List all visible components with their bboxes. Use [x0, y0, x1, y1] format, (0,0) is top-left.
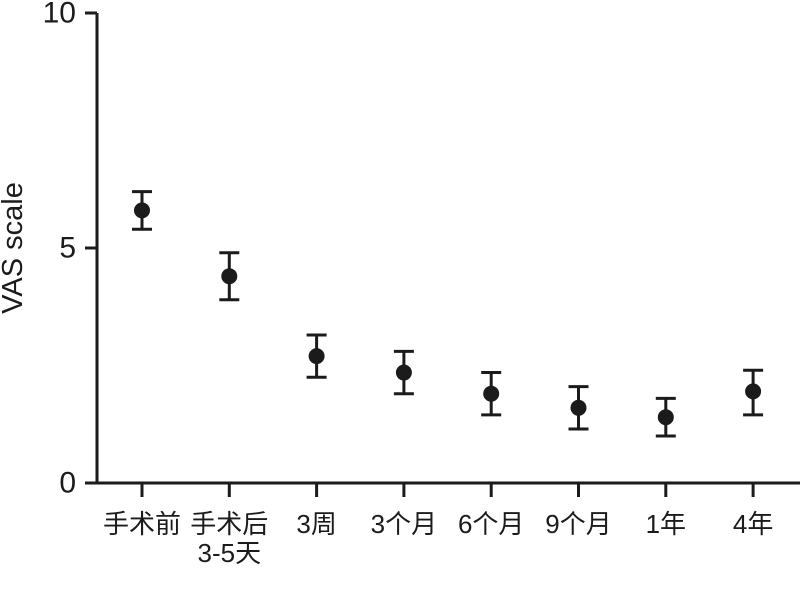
- error-bar-point: [306, 333, 327, 379]
- x-tick-label: 4年: [733, 509, 773, 539]
- y-tick-label: 10: [43, 0, 76, 30]
- data-point: [134, 202, 150, 219]
- data-point: [483, 385, 500, 402]
- data-point: [395, 364, 412, 381]
- y-tick-label: 5: [59, 232, 76, 265]
- error-bar-point: [393, 349, 414, 396]
- data-point: [745, 383, 762, 400]
- data-point: [308, 348, 325, 365]
- x-tick-label: 3个月: [371, 509, 437, 539]
- error-bar-point: [743, 368, 764, 417]
- error-bar-point: [568, 385, 589, 431]
- data-point: [657, 409, 674, 426]
- data-series: [132, 190, 764, 438]
- error-bar-point: [655, 396, 676, 438]
- x-tick-label: 手术前: [103, 509, 181, 539]
- error-bar-point: [219, 251, 240, 302]
- error-bar-point: [132, 190, 152, 231]
- y-tick-label: 0: [59, 467, 76, 500]
- x-tick-label: 1年: [646, 509, 686, 539]
- y-axis-title: VAS scale: [0, 182, 29, 314]
- data-point: [221, 268, 238, 285]
- data-point: [570, 399, 587, 416]
- x-tick-label: 3-5天: [198, 538, 262, 568]
- x-tick-label: 6个月: [458, 509, 524, 539]
- x-tick-label: 3周: [296, 509, 336, 539]
- x-tick-label: 手术后: [190, 509, 268, 539]
- error-bar-point: [481, 371, 502, 417]
- y-axis-ticks: 0 5 10: [43, 0, 97, 500]
- x-tick-label: 9个月: [545, 509, 611, 539]
- axes: [87, 13, 800, 485]
